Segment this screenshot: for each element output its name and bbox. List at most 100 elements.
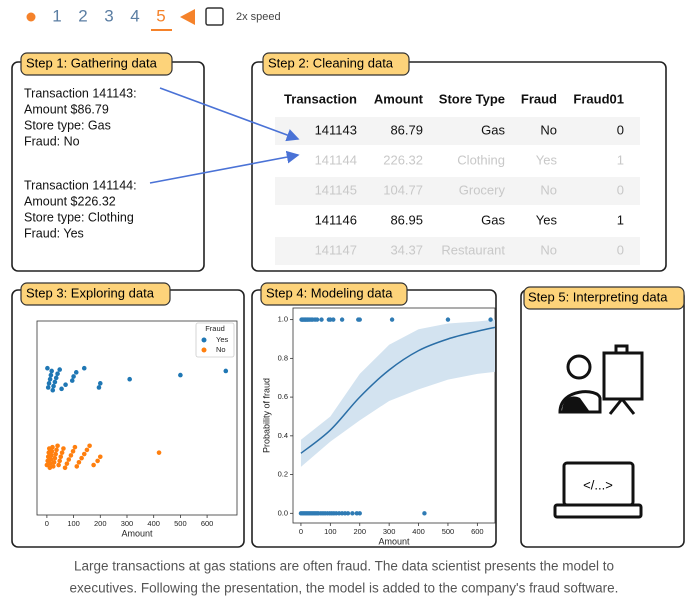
table-cell: 141145 — [315, 182, 357, 197]
speed-label: 2x speed — [236, 11, 281, 23]
point — [64, 461, 70, 466]
table-cell: 0 — [617, 122, 624, 137]
row-background — [275, 237, 640, 265]
point — [45, 385, 51, 390]
point — [61, 446, 66, 451]
y-tick-label: 0.8 — [278, 353, 288, 362]
point — [74, 464, 80, 469]
point — [57, 458, 62, 464]
arrow — [159, 87, 300, 142]
point — [97, 381, 103, 386]
point — [357, 317, 362, 322]
y-tick-label: 0.4 — [278, 431, 288, 440]
table-cell: 34.37 — [390, 242, 423, 257]
y-tick-label: 0.2 — [278, 470, 288, 479]
table-cell: 0 — [617, 242, 624, 257]
point — [70, 449, 76, 454]
point — [178, 372, 183, 378]
step-button[interactable]: 3 — [104, 6, 113, 25]
step-button[interactable]: 1 — [52, 6, 61, 25]
x-tick-label: 300 — [121, 519, 134, 528]
table-cell: No — [540, 122, 557, 137]
x-tick-label: 400 — [147, 519, 160, 528]
panel-title: Step 1: Gathering data — [26, 55, 158, 70]
x-axis-label: Amount — [121, 528, 153, 538]
table-cell: No — [540, 182, 557, 197]
point — [48, 457, 54, 462]
point — [53, 375, 59, 381]
panel-tag — [20, 52, 173, 76]
point — [97, 454, 103, 460]
legend-label: No — [216, 345, 226, 354]
step-button[interactable]: 5 — [156, 6, 165, 25]
point — [422, 511, 427, 516]
x-tick-label: 400 — [412, 527, 425, 536]
point — [51, 460, 57, 465]
legend-swatch — [201, 347, 207, 353]
back-button[interactable] — [180, 9, 195, 25]
point — [52, 455, 58, 461]
x-tick-label: 200 — [94, 519, 107, 528]
point — [156, 450, 162, 455]
column-header: Store Type — [439, 91, 505, 106]
table-cell: 141144 — [315, 152, 357, 167]
record-line: Transaction 141143: — [24, 86, 137, 100]
y-tick-label: 0.6 — [278, 392, 288, 401]
table-cell: Yes — [536, 212, 558, 227]
panel — [520, 289, 685, 548]
point — [62, 465, 68, 471]
point — [50, 387, 56, 393]
table-cell: Gas — [481, 212, 505, 227]
table-cell: Gas — [481, 122, 505, 137]
x-tick-label: 500 — [174, 519, 187, 528]
point — [47, 465, 53, 471]
column-header: Fraud — [521, 91, 557, 106]
caption-line: Large transactions at gas stations are o… — [74, 559, 614, 574]
point — [57, 367, 62, 372]
point — [350, 511, 355, 516]
point — [223, 368, 229, 374]
point — [319, 317, 324, 322]
point — [49, 368, 54, 374]
y-tick-label: 0.0 — [278, 508, 288, 517]
record-line: Store type: Clothing — [24, 210, 134, 224]
panel-title: Step 5: Interpreting data — [528, 289, 668, 304]
point — [63, 382, 68, 388]
x-axis-label: Amount — [378, 536, 410, 546]
x-tick-label: 500 — [442, 527, 455, 536]
table-row: 141147 34.37 Restaurant No 0 — [275, 237, 640, 265]
table-row: 141145 104.77 Grocery No 0 — [275, 177, 640, 205]
panel-title: Step 3: Exploring data — [26, 285, 155, 300]
point — [84, 447, 90, 453]
confidence-band — [300, 319, 495, 467]
point — [55, 443, 60, 449]
point — [76, 460, 82, 465]
point — [44, 462, 50, 468]
table-cell: Restaurant — [441, 242, 505, 257]
point — [49, 453, 54, 458]
point — [56, 462, 61, 468]
x-tick-label: 100 — [324, 527, 337, 536]
y-tick-label: 1.0 — [278, 315, 288, 324]
row-background — [275, 117, 640, 145]
table-cell: 1 — [617, 152, 624, 167]
table-cell: Clothing — [457, 152, 505, 167]
table: Transaction Amount Store Type Fraud Fraud01 1… — [275, 91, 640, 265]
panel-tag — [523, 286, 685, 310]
step-button[interactable]: 4 — [130, 6, 139, 25]
table-cell: Yes — [536, 152, 558, 167]
laptop-icon — [553, 461, 643, 519]
point — [91, 462, 96, 468]
column-header: Fraud01 — [573, 91, 624, 106]
column-header: Transaction — [284, 91, 357, 106]
point — [48, 372, 54, 378]
x-tick-label: 0 — [299, 527, 303, 536]
point — [79, 455, 84, 461]
speed-checkbox[interactable] — [205, 7, 224, 26]
record-line: Amount $86.79 — [24, 102, 109, 116]
table-cell: 0 — [617, 182, 624, 197]
x-tick-label: 0 — [45, 519, 49, 528]
step-button[interactable]: 2 — [78, 6, 87, 25]
